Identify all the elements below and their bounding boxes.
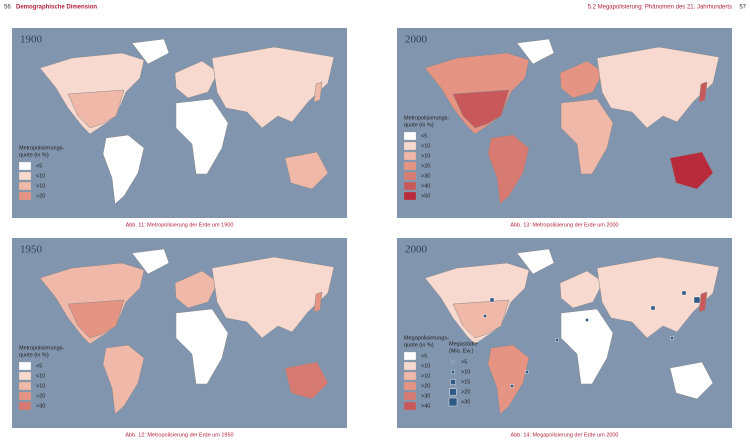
megacity-marker xyxy=(693,296,701,304)
megacity-symbol xyxy=(450,379,456,385)
legend-label: <10 xyxy=(36,373,45,379)
megacity-symbol xyxy=(448,397,458,407)
legend-swatch xyxy=(18,171,32,181)
legend-label: >20 xyxy=(421,163,430,169)
legend-swatch xyxy=(403,151,417,161)
legend-swatch xyxy=(403,391,417,401)
legend-label: <10 xyxy=(36,173,45,179)
figure-caption: Abb. 13: Metropolisierung der Erde um 20… xyxy=(510,222,618,228)
megacity-marker xyxy=(585,318,589,322)
legend-label: <5 xyxy=(36,163,42,169)
map-year: 2000 xyxy=(405,244,428,256)
figure-caption: Abb. 11: Metropolisierung der Erde um 19… xyxy=(126,222,234,228)
legend-swatch xyxy=(18,371,32,381)
legend-title: Megapolisierungs- xyxy=(404,335,449,341)
legend-label: >5 xyxy=(461,359,467,365)
legend-title: Metropolisierungs- xyxy=(19,145,64,151)
legend-label: <5 xyxy=(421,133,427,139)
legend-swatch xyxy=(403,401,417,411)
map-year: 1900 xyxy=(20,34,43,46)
running-title: 5.2 Megapolisierung: Phänomen des 21. Ja… xyxy=(588,5,732,11)
megacity-symbol xyxy=(449,388,457,396)
legend-label: <10 xyxy=(421,143,430,149)
legend-swatch xyxy=(403,351,417,361)
legend-label: >10 xyxy=(461,369,470,375)
megacity-marker xyxy=(555,338,559,342)
legend-title: quote (in %) xyxy=(404,342,434,348)
legend-swatch xyxy=(18,401,32,411)
legend-swatch xyxy=(18,191,32,201)
map-panel: 2000 Megapolisierungs-quote (in %) <5 <10 >1… xyxy=(397,238,732,438)
legend-title: Metropolisierungs- xyxy=(404,115,449,121)
legend-swatch xyxy=(403,381,417,391)
legend-label: <10 xyxy=(421,363,430,369)
legend-label: >20 xyxy=(421,383,430,389)
megacity-marker xyxy=(681,290,687,296)
page-number: 57 xyxy=(739,5,746,11)
megacity-marker xyxy=(670,336,674,340)
legend-swatch xyxy=(403,171,417,181)
legend-swatch xyxy=(18,381,32,391)
legend-title: Megastädte xyxy=(449,341,478,347)
legend-label: >20 xyxy=(461,389,470,395)
megacity-marker xyxy=(525,370,529,374)
legend-label: >10 xyxy=(421,373,430,379)
legend-swatch xyxy=(403,191,417,201)
legend-swatch xyxy=(18,361,32,371)
megacity-symbol xyxy=(451,360,455,364)
legend-label: >30 xyxy=(421,173,430,179)
legend-label: >50 xyxy=(421,193,430,199)
running-title: Demographische Dimension xyxy=(16,5,97,11)
legend-swatch xyxy=(18,391,32,401)
legend-title: quote (in %) xyxy=(19,152,49,158)
legend-swatch xyxy=(403,181,417,191)
legend-label: >30 xyxy=(36,403,45,409)
legend-swatch xyxy=(18,181,32,191)
legend-label: >15 xyxy=(461,379,470,385)
megacity-symbol xyxy=(451,370,455,374)
map-panel: 2000 Metropolisierungs-quote (in %) <5 <10 >… xyxy=(397,28,732,228)
legend-label: >40 xyxy=(421,183,430,189)
legend-swatch xyxy=(403,161,417,171)
map-year: 1950 xyxy=(20,244,43,256)
legend-swatch xyxy=(403,361,417,371)
page-number: 56 xyxy=(4,5,11,11)
megacity-marker xyxy=(510,384,514,388)
legend-label: >30 xyxy=(461,399,470,405)
megacity-marker xyxy=(489,297,495,303)
legend-label: >20 xyxy=(36,193,45,199)
legend-title: (Mio. Ew.) xyxy=(449,348,474,354)
legend-label: >40 xyxy=(421,403,430,409)
legend-label: <5 xyxy=(421,353,427,359)
legend-label: >10 xyxy=(421,153,430,159)
megacity-marker xyxy=(650,305,656,311)
legend-label: >10 xyxy=(36,183,45,189)
legend-label: >10 xyxy=(36,383,45,389)
legend-swatch xyxy=(403,141,417,151)
legend-title: quote (in %) xyxy=(19,352,49,358)
map-year: 2000 xyxy=(405,34,428,46)
figure-caption: Abb. 14: Megapolisierung der Erde um 200… xyxy=(511,432,619,438)
map-panel: 1900 Metropolisierungs-quote (in %) <5 <10 >… xyxy=(12,28,347,228)
legend-label: >30 xyxy=(421,393,430,399)
legend-title: Metropolisierungs- xyxy=(19,345,64,351)
megacity-marker xyxy=(483,314,487,318)
map-panel: 1950 Metropolisierungs-quote (in %) <5 <10 >… xyxy=(12,238,347,438)
legend-title: quote (in %) xyxy=(404,122,434,128)
legend-label: <5 xyxy=(36,363,42,369)
legend-swatch xyxy=(18,161,32,171)
figure-caption: Abb. 12: Metropolisierung der Erde um 19… xyxy=(125,432,233,438)
legend-swatch xyxy=(403,371,417,381)
legend-label: >20 xyxy=(36,393,45,399)
legend-swatch xyxy=(403,131,417,141)
